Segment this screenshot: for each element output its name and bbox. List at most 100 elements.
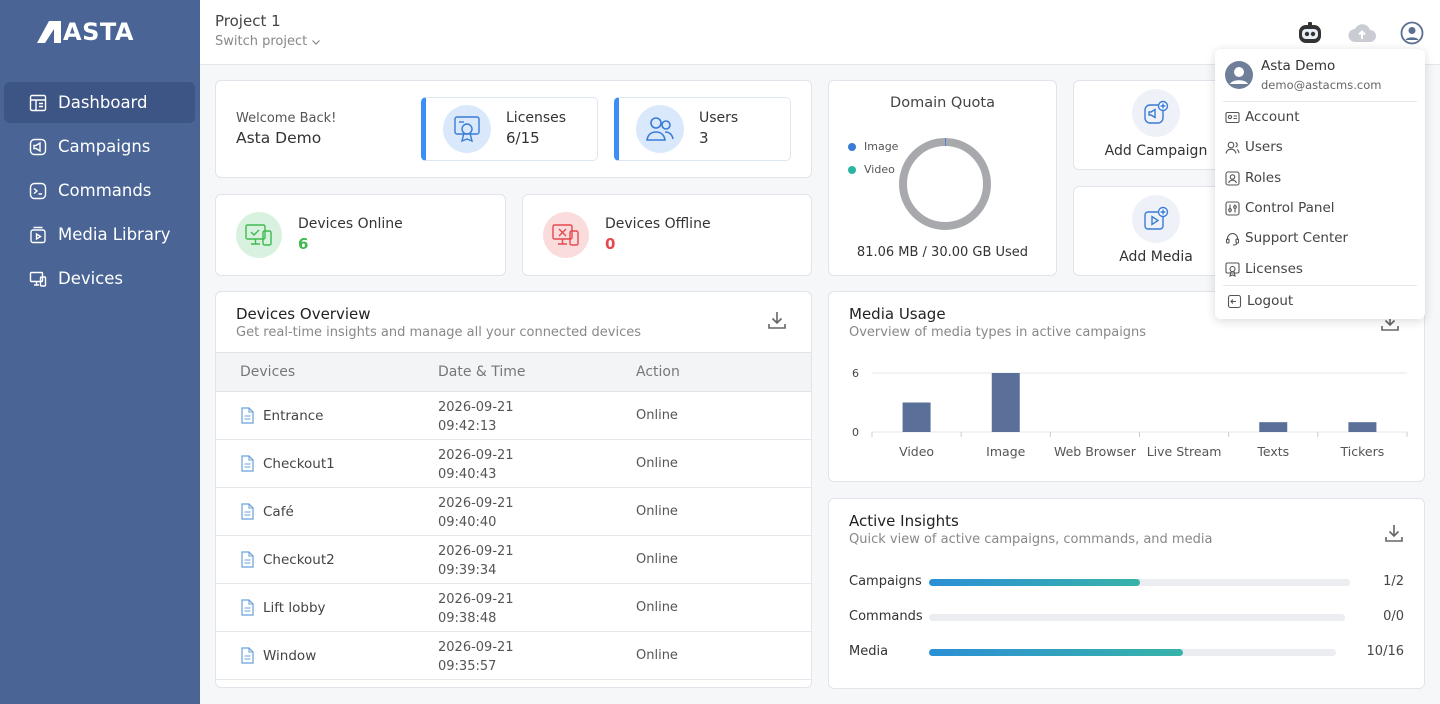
legend-item-video: Video (848, 163, 895, 176)
sidebar-item-devices[interactable]: Devices (4, 258, 195, 299)
column-header-datetime[interactable]: Date & Time (438, 364, 526, 380)
menu-item-users[interactable]: Users (1225, 136, 1415, 158)
legend-dot (848, 165, 856, 174)
sidebar-item-campaigns[interactable]: Campaigns (4, 126, 195, 167)
device-name: Window (263, 647, 317, 664)
file-icon (241, 647, 254, 664)
table-row[interactable]: Entrance 2026-09-21 09:42:13 Online (216, 392, 811, 440)
status-cell: Online (636, 504, 678, 519)
x-tick-label: Tickers (1340, 444, 1385, 459)
sidebar-item-label: Devices (58, 269, 124, 288)
control-panel-icon (1225, 200, 1240, 216)
legend-label: Image (864, 140, 899, 153)
brand-mark-icon (37, 21, 61, 43)
logout-button[interactable]: Logout (1227, 290, 1417, 312)
device-date: 2026-09-21 (438, 592, 514, 607)
menu-item-roles[interactable]: Roles (1225, 167, 1415, 189)
progress-fill (929, 579, 1140, 586)
sidebar-item-dashboard[interactable]: Dashboard (4, 82, 195, 123)
menu-item-label: Control Panel (1245, 200, 1335, 216)
welcome-card: Welcome Back! Asta Demo Licenses 6/15 Us… (215, 80, 812, 178)
bar-video[interactable] (902, 402, 931, 433)
legend-label: Video (864, 163, 895, 176)
media-usage-title: Media Usage (849, 305, 946, 323)
sidebar-item-label: Dashboard (58, 93, 148, 112)
file-icon (241, 551, 254, 568)
quota-donut-chart (899, 138, 991, 230)
table-row[interactable]: Window 2026-09-21 09:35:57 Online (216, 632, 811, 680)
menu-item-control-panel[interactable]: Control Panel (1225, 197, 1415, 219)
users-stat[interactable]: Users 3 (614, 97, 791, 161)
sidebar-nav: Dashboard Campaigns Commands Media Libra… (4, 82, 195, 302)
menu-item-support-center[interactable]: Support Center (1225, 227, 1415, 249)
avatar (1225, 61, 1253, 89)
download-icon[interactable] (766, 309, 788, 331)
active-insights-card: Active Insights Quick view of active cam… (828, 498, 1425, 689)
datetime-cell: 2026-09-21 09:40:40 (438, 494, 514, 532)
licenses-value: 6/15 (506, 129, 540, 147)
divider (1223, 101, 1417, 102)
status-cell: Online (636, 408, 678, 423)
licenses-stat[interactable]: Licenses 6/15 (421, 97, 598, 161)
status-cell: Online (636, 552, 678, 567)
devices-offline-card[interactable]: Devices Offline 0 (522, 194, 812, 276)
logout-icon (1227, 294, 1242, 309)
bar-image[interactable] (991, 373, 1020, 432)
robot-icon[interactable] (1297, 20, 1323, 46)
x-tick-label: Live Stream (1147, 444, 1222, 459)
switch-project-button[interactable]: Switch project (215, 34, 321, 49)
insight-row-media: Media 10/16 (849, 642, 1404, 662)
x-tick-label: Texts (1256, 444, 1289, 459)
bar-tickers[interactable] (1348, 422, 1377, 432)
devices-online-card[interactable]: Devices Online 6 (215, 194, 506, 276)
cloud-upload-icon[interactable] (1347, 20, 1377, 46)
datetime-cell: 2026-09-21 09:40:43 (438, 446, 514, 484)
device-name: Entrance (263, 407, 324, 424)
table-row[interactable]: Lift lobby 2026-09-21 09:38:48 Online (216, 584, 811, 632)
add-campaign-icon (1132, 89, 1180, 137)
progress-track (929, 649, 1336, 656)
insight-label: Campaigns (849, 574, 922, 589)
device-name-cell: Checkout1 (240, 455, 335, 472)
device-name: Lift lobby (263, 599, 326, 616)
menu-item-label: Roles (1245, 170, 1282, 186)
user-avatar-button[interactable] (1399, 20, 1425, 46)
active-insights-subtitle: Quick view of active campaigns, commands… (849, 532, 1213, 547)
bar-texts[interactable] (1259, 422, 1288, 432)
device-name: Checkout1 (263, 455, 335, 472)
menu-item-licenses[interactable]: Licenses (1225, 258, 1415, 280)
device-date: 2026-09-21 (438, 496, 514, 511)
menu-item-account[interactable]: Account (1225, 106, 1415, 128)
table-row[interactable]: Checkout1 2026-09-21 09:40:43 Online (216, 440, 811, 488)
table-row[interactable]: Checkout2 2026-09-21 09:39:34 Online (216, 536, 811, 584)
table-header: Devices Date & Time Action (216, 352, 811, 392)
device-name-cell: Café (240, 503, 294, 520)
sidebar-item-media-library[interactable]: Media Library (4, 214, 195, 255)
brand-logo[interactable]: ASTA (37, 18, 134, 46)
file-icon (241, 407, 254, 424)
license-badge-icon (443, 105, 491, 153)
sidebar-item-label: Campaigns (58, 137, 151, 156)
progress-track (929, 614, 1345, 621)
media-usage-card: Media Usage Overview of media types in a… (828, 291, 1425, 482)
terminal-icon (28, 181, 48, 201)
add-campaign-button[interactable]: Add Campaign (1073, 80, 1237, 170)
add-media-button[interactable]: Add Media (1073, 186, 1237, 276)
devices-overview-subtitle: Get real-time insights and manage all yo… (236, 325, 642, 340)
devices-icon (28, 269, 48, 289)
column-header-devices[interactable]: Devices (240, 364, 296, 380)
sidebar-item-commands[interactable]: Commands (4, 170, 195, 211)
media-icon (28, 225, 48, 245)
progress-track (929, 579, 1350, 586)
device-online-icon (236, 212, 282, 258)
menu-item-label: Support Center (1245, 230, 1349, 246)
column-header-action[interactable]: Action (636, 364, 680, 380)
progress-fill (929, 649, 1184, 656)
x-tick-label: Web Browser (1054, 444, 1137, 459)
support-icon (1225, 231, 1240, 246)
status-cell: Online (636, 600, 678, 615)
table-row[interactable]: Café 2026-09-21 09:40:40 Online (216, 488, 811, 536)
sidebar-item-label: Commands (58, 181, 152, 200)
download-icon[interactable] (1383, 522, 1405, 544)
quota-donut-used (899, 138, 991, 230)
